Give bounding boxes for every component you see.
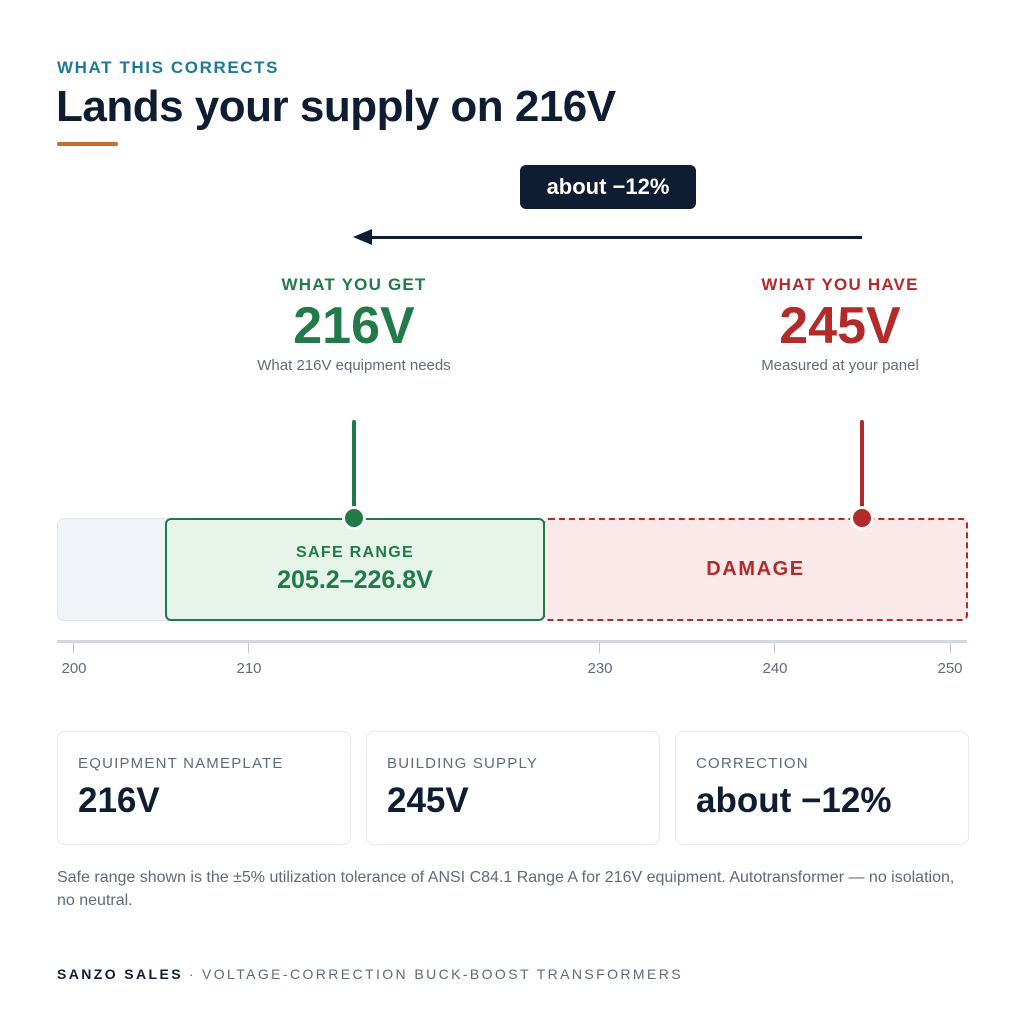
voltage-axis bbox=[57, 640, 967, 643]
safe-range-value: 205.2–226.8V bbox=[277, 566, 433, 594]
target-marker-stem bbox=[352, 420, 356, 512]
correction-arrow-shaft bbox=[370, 236, 862, 239]
card-equipment-nameplate: EQUIPMENT NAMEPLATE 216V bbox=[57, 731, 351, 845]
callout-get-value: 216V bbox=[293, 297, 415, 355]
section-eyebrow: WHAT THIS CORRECTS bbox=[57, 58, 280, 77]
target-marker-dot bbox=[342, 506, 366, 530]
axis-tick bbox=[950, 643, 951, 653]
callout-have-sub: Measured at your panel bbox=[761, 357, 919, 374]
safe-range-label: SAFE RANGE bbox=[296, 544, 414, 561]
callout-get-label: WHAT YOU GET bbox=[281, 275, 427, 294]
axis-tick-label: 230 bbox=[587, 660, 613, 677]
measured-marker-dot bbox=[850, 506, 874, 530]
safe-range-band: SAFE RANGE 205.2–226.8V bbox=[165, 518, 545, 621]
footnote: Safe range shown is the ±5% utilization … bbox=[57, 869, 955, 909]
card-value: 216V bbox=[78, 781, 160, 820]
low-range-band bbox=[57, 518, 179, 621]
card-value: about −12% bbox=[696, 781, 892, 820]
card-label: EQUIPMENT NAMEPLATE bbox=[78, 755, 284, 772]
callout-what-you-get: WHAT YOU GET 216V What 216V equipment ne… bbox=[194, 275, 514, 374]
axis-tick bbox=[73, 643, 74, 653]
correction-pill: about −12% bbox=[520, 165, 696, 209]
card-building-supply: BUILDING SUPPLY 245V bbox=[366, 731, 660, 845]
callout-what-you-have: WHAT YOU HAVE 245V Measured at your pane… bbox=[680, 275, 1000, 374]
axis-tick bbox=[599, 643, 600, 653]
card-label: BUILDING SUPPLY bbox=[387, 755, 539, 772]
axis-tick-label: 250 bbox=[937, 660, 963, 677]
axis-tick-label: 240 bbox=[762, 660, 788, 677]
arrow-left-icon bbox=[353, 229, 372, 245]
axis-tick-label: 200 bbox=[61, 660, 87, 677]
callout-get-sub: What 216V equipment needs bbox=[257, 357, 451, 374]
page-title: Lands your supply on 216V bbox=[56, 82, 616, 131]
callout-have-label: WHAT YOU HAVE bbox=[761, 275, 919, 294]
axis-tick-label: 210 bbox=[236, 660, 262, 677]
brand-name: SANZO SALES bbox=[57, 966, 183, 982]
title-underline bbox=[57, 142, 118, 146]
card-label: CORRECTION bbox=[696, 755, 809, 772]
measured-marker-stem bbox=[860, 420, 864, 512]
axis-tick bbox=[774, 643, 775, 653]
footer-separator: · bbox=[188, 966, 197, 982]
brand-tagline: VOLTAGE-CORRECTION BUCK-BOOST TRANSFORME… bbox=[202, 966, 683, 982]
footer-brand-line: SANZO SALES · VOLTAGE-CORRECTION BUCK-BOOS… bbox=[57, 966, 683, 982]
axis-tick bbox=[248, 643, 249, 653]
damage-label: DAMAGE bbox=[706, 558, 805, 580]
damage-band: DAMAGE bbox=[543, 518, 968, 621]
callout-have-value: 245V bbox=[779, 297, 901, 355]
card-correction: CORRECTION about −12% bbox=[675, 731, 969, 845]
card-value: 245V bbox=[387, 781, 469, 820]
